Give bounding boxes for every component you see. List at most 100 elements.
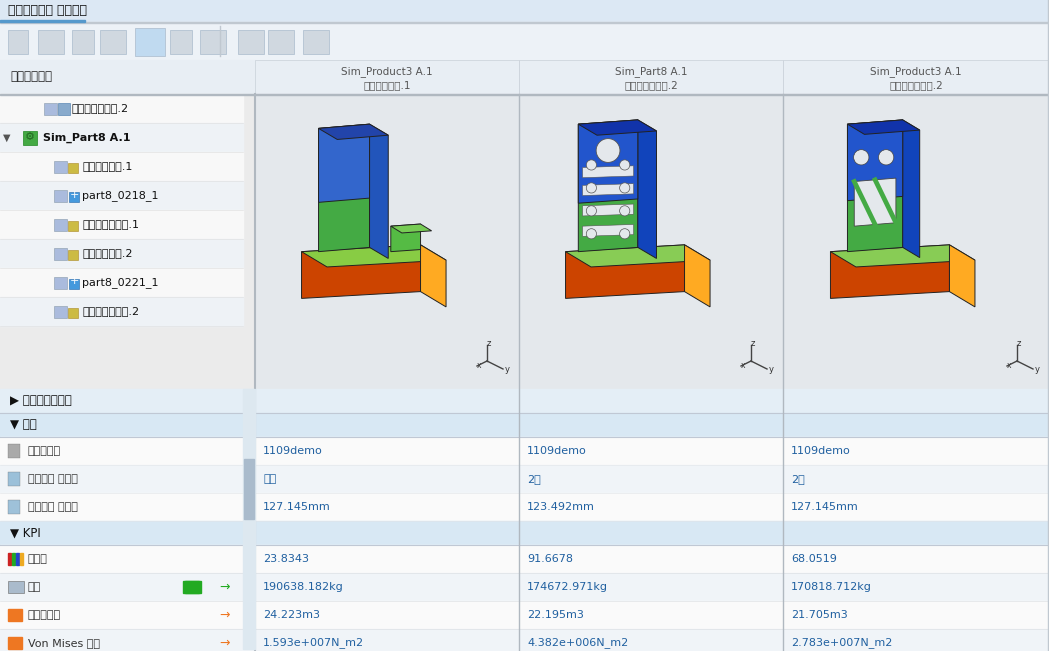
Text: ⚙: ⚙	[25, 133, 35, 143]
Text: シェイプの検証.2: シェイプの検証.2	[890, 80, 943, 90]
Text: z: z	[1016, 339, 1021, 348]
Bar	[68, 250, 79, 260]
Bar	[58, 103, 70, 115]
Text: メッシュ サイズ: メッシュ サイズ	[28, 502, 78, 512]
Text: →: →	[219, 581, 230, 594]
Text: 127.145mm: 127.145mm	[263, 502, 330, 512]
Bar	[69, 279, 80, 289]
Polygon shape	[369, 124, 388, 258]
Polygon shape	[831, 245, 975, 267]
Text: x: x	[741, 361, 745, 370]
Bar	[0, 297, 243, 326]
Text: z: z	[751, 339, 755, 348]
Bar	[0, 437, 1049, 465]
Polygon shape	[578, 120, 657, 135]
Polygon shape	[391, 224, 431, 233]
Text: バリアント名: バリアント名	[10, 70, 52, 83]
Polygon shape	[638, 120, 657, 258]
Bar	[55, 277, 67, 289]
Text: 23.8343: 23.8343	[263, 554, 309, 564]
Bar	[68, 163, 79, 173]
Text: Sim_Product3 A.1: Sim_Product3 A.1	[341, 66, 433, 77]
Bar	[8, 637, 22, 649]
Bar	[0, 123, 243, 152]
Text: 190638.182kg: 190638.182kg	[263, 582, 344, 592]
Polygon shape	[319, 124, 369, 252]
Text: 質量: 質量	[28, 582, 41, 592]
Text: 線形: 線形	[263, 474, 276, 484]
Bar	[0, 60, 255, 94]
Polygon shape	[685, 245, 710, 307]
Circle shape	[586, 229, 597, 239]
Bar	[8, 444, 20, 458]
Polygon shape	[578, 120, 638, 252]
Text: Sim_Part8 A.1: Sim_Part8 A.1	[43, 132, 130, 143]
Bar	[0, 629, 1049, 651]
Bar	[519, 94, 783, 389]
Bar	[72, 30, 94, 54]
Bar	[8, 500, 20, 514]
Text: 174672.971kg: 174672.971kg	[527, 582, 608, 592]
Bar	[20, 553, 23, 565]
Polygon shape	[848, 120, 903, 252]
Bar	[44, 103, 57, 115]
Bar	[303, 30, 329, 54]
Bar	[0, 521, 1049, 545]
Polygon shape	[848, 120, 903, 201]
Text: x: x	[476, 361, 481, 370]
Bar	[783, 60, 1049, 94]
Bar	[69, 192, 80, 202]
Text: トレードオフ スタディ: トレードオフ スタディ	[8, 5, 87, 18]
Text: →: →	[219, 637, 230, 650]
Bar	[55, 306, 67, 318]
Bar	[55, 190, 67, 202]
Polygon shape	[582, 225, 634, 236]
Text: Sim_Part8 A.1: Sim_Part8 A.1	[615, 66, 687, 77]
Polygon shape	[582, 204, 634, 216]
Text: マテリアル: マテリアル	[28, 446, 61, 456]
Text: 設計空間解析.1: 設計空間解析.1	[83, 161, 133, 171]
Bar	[8, 30, 28, 54]
Text: +: +	[70, 277, 79, 286]
Text: 22.195m3: 22.195m3	[527, 610, 584, 620]
Bar	[0, 152, 243, 181]
Polygon shape	[319, 124, 388, 139]
Text: 設計空間解析.1: 設計空間解析.1	[363, 80, 411, 90]
Text: ▶ 拡張オプション: ▶ 拡張オプション	[10, 395, 71, 408]
Bar	[8, 553, 10, 565]
Polygon shape	[949, 245, 975, 307]
Text: →: →	[219, 609, 230, 622]
Bar	[16, 553, 19, 565]
Polygon shape	[582, 184, 634, 195]
Bar	[200, 30, 226, 54]
Bar	[0, 389, 1049, 413]
Bar	[0, 20, 85, 22]
Bar	[243, 389, 255, 649]
Polygon shape	[565, 245, 685, 298]
Bar	[238, 30, 264, 54]
Bar	[8, 472, 20, 486]
Polygon shape	[582, 166, 634, 178]
Bar	[55, 248, 67, 260]
Text: シェイプの検証.2: シェイプの検証.2	[83, 307, 140, 316]
Text: 1.593e+007N_m2: 1.593e+007N_m2	[263, 637, 364, 648]
Polygon shape	[301, 245, 446, 267]
Text: Sim_Product3 A.1: Sim_Product3 A.1	[871, 66, 962, 77]
Bar	[0, 94, 243, 123]
Text: 68.0519: 68.0519	[791, 554, 837, 564]
Bar	[68, 308, 79, 318]
Bar	[267, 30, 294, 54]
Text: 1109demo: 1109demo	[263, 446, 323, 456]
Polygon shape	[848, 120, 920, 134]
Bar	[135, 28, 165, 56]
Text: 4.382e+006N_m2: 4.382e+006N_m2	[527, 637, 628, 648]
Bar	[0, 210, 243, 239]
Text: +: +	[70, 189, 79, 199]
Text: 91.6678: 91.6678	[527, 554, 573, 564]
Bar	[255, 60, 519, 94]
Bar	[100, 30, 126, 54]
Text: 123.492mm: 123.492mm	[527, 502, 595, 512]
Text: y: y	[1035, 365, 1040, 374]
Text: ▼ 入力: ▼ 入力	[10, 419, 37, 432]
Bar	[23, 131, 37, 145]
